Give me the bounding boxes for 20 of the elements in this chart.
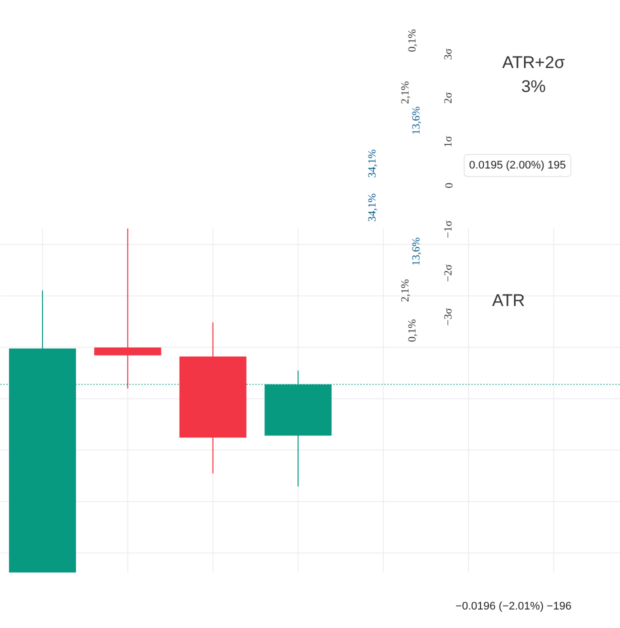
text: −2σ (442, 264, 454, 282)
text: 13,6% (410, 106, 422, 135)
text: 34,1% (366, 149, 378, 178)
text: 2,1% (400, 81, 412, 104)
text: ATR+2σ (502, 53, 566, 72)
text: 34,1% (366, 193, 378, 222)
text: 2,1% (400, 279, 412, 302)
text: 0,1% (406, 319, 418, 342)
text: −3σ (442, 308, 454, 326)
text: 13,6% (410, 237, 422, 266)
text: 0,1% (406, 29, 418, 52)
text: 0.0195 (2.00%) 195 (469, 160, 566, 172)
text: −0.0196 (−2.01%) −196 (456, 600, 572, 612)
text: 3σ (442, 48, 454, 60)
text: 3% (521, 77, 546, 96)
text: 0 (444, 182, 456, 188)
text: −1σ (442, 220, 454, 238)
text: ATR (492, 291, 525, 310)
text: 2σ (442, 92, 454, 104)
text: 1σ (442, 136, 454, 148)
